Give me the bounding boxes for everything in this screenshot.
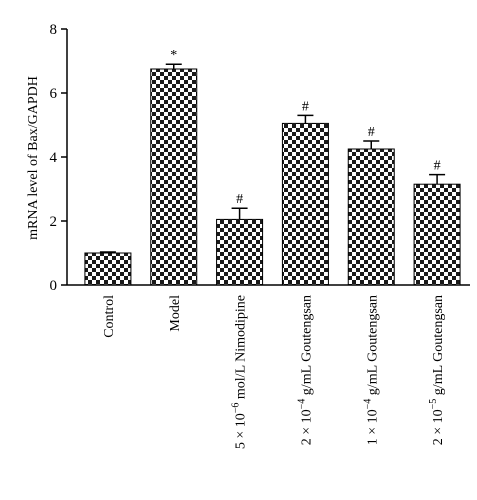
x-tick-label-1: Model — [168, 295, 183, 332]
bar-0 — [84, 252, 132, 286]
bars-group: * # # # # — [84, 48, 461, 286]
x-label-mantissa-4: 1 × 10 — [365, 409, 380, 445]
annotation-2: # — [236, 192, 243, 207]
bar-5 — [413, 183, 461, 286]
x-label-exponent-2: −6 — [231, 403, 242, 414]
x-label-unit-3: g/mL Goutengsan — [299, 295, 314, 399]
x-label-mantissa-2: 5 × 10 — [234, 413, 249, 449]
x-label-unit-5: g/mL Goutengsan — [431, 295, 446, 399]
annotation-5: # — [434, 159, 441, 174]
x-tick-label-4: 1 × 10−4 g/mL Goutengsan — [362, 295, 380, 445]
y-tick-label-3: 6 — [50, 86, 58, 102]
x-tick-label-0: Control — [102, 295, 117, 338]
x-label-unit-4: g/mL Goutengsan — [365, 295, 380, 399]
x-label-unit-2: mol/L Nimodipine — [234, 295, 249, 403]
y-tick-label-0: 0 — [50, 278, 58, 294]
bar-3 — [281, 122, 329, 286]
x-tick-label-5: 2 × 10−5 g/mL Goutengsan — [428, 295, 446, 445]
y-axis-label: mRNA level of Bax/GAPDH — [26, 76, 41, 240]
bar-4 — [347, 148, 395, 286]
x-label-mantissa-5: 2 × 10 — [431, 409, 446, 445]
y-tick-label-2: 4 — [50, 150, 58, 166]
annotation-1: * — [170, 48, 177, 63]
x-tick-label-3: 2 × 10−4 g/mL Goutengsan — [296, 295, 314, 445]
x-label-exponent-4: −4 — [362, 399, 373, 410]
x-label-exponent-5: −5 — [428, 399, 439, 410]
y-tick-label-1: 2 — [50, 214, 58, 230]
y-tick-label-4: 8 — [50, 22, 58, 38]
bar-2 — [216, 218, 264, 286]
x-label-exponent-3: −4 — [296, 399, 307, 410]
x-label-mantissa-3: 2 × 10 — [299, 409, 314, 445]
annotation-4: # — [368, 125, 375, 140]
annotation-3: # — [302, 99, 309, 114]
x-axis: Control Model 5 × 10−6 mol/L Nimodipine 2 ×… — [67, 284, 470, 449]
bar-1 — [150, 68, 198, 286]
y-axis: 0 2 4 6 8 — [50, 22, 68, 294]
x-tick-label-2: 5 × 10−6 mol/L Nimodipine — [231, 295, 249, 449]
